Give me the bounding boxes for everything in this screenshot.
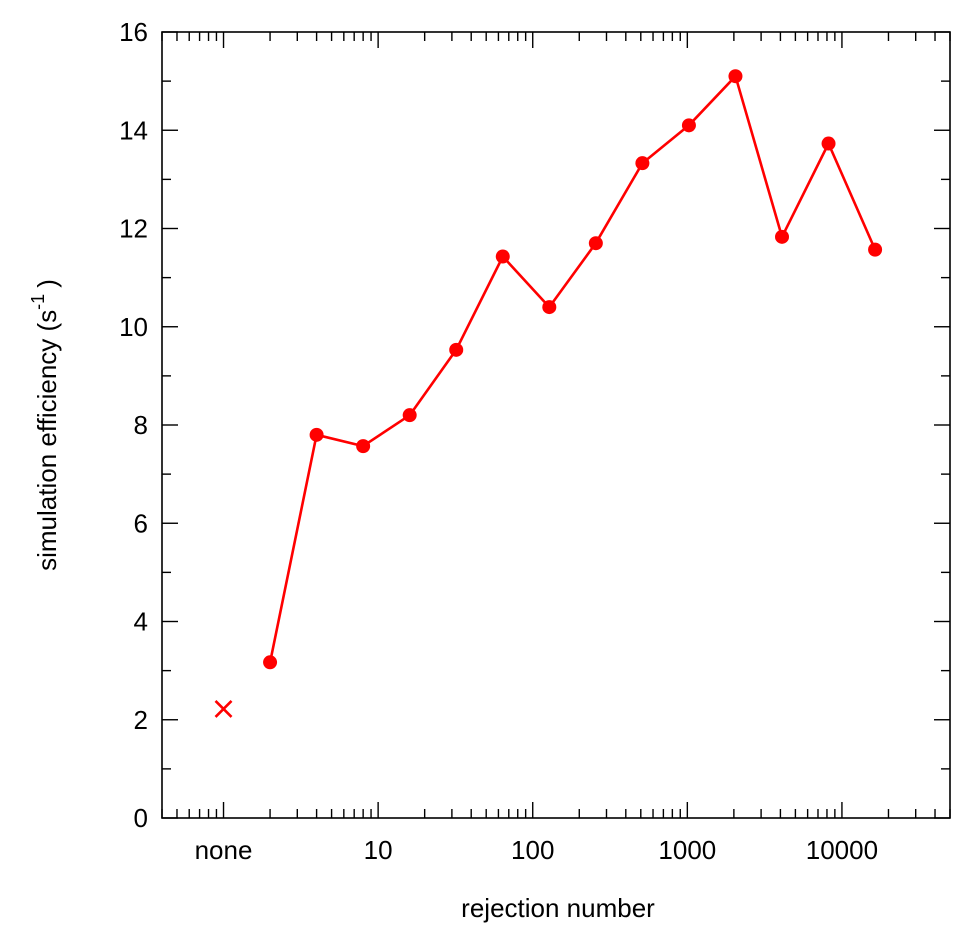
y-tick-label: 8 <box>134 410 148 440</box>
tick-labels: 0 2 4 6 8 10 12 14 16 none 10 100 1000 10000 <box>119 17 878 865</box>
data-point <box>449 342 464 357</box>
x-tick-label: 10 <box>364 835 393 865</box>
x-tick-label: none <box>195 835 253 865</box>
x-axis-label: rejection number <box>461 893 655 923</box>
y-tick-label: 16 <box>119 17 148 47</box>
data-point <box>402 408 417 423</box>
data-point <box>775 229 790 244</box>
y-axis-label: simulation efficiency (s <box>32 310 62 571</box>
svg-text:simulation efficiency (s-1): simulation efficiency (s-1) <box>28 279 62 571</box>
y-tick-label: 14 <box>119 115 148 145</box>
data-point <box>868 242 883 257</box>
y-tick-label: 12 <box>119 214 148 244</box>
data-point <box>821 136 836 151</box>
y-tick-label: 4 <box>134 607 148 637</box>
series-line <box>268 74 877 663</box>
none-point-cross-b <box>214 700 233 718</box>
y-axis-label-group: simulation efficiency (s-1) <box>28 279 62 571</box>
x-tick-label: 1000 <box>658 835 716 865</box>
y-tick-label: 6 <box>134 508 148 538</box>
data-point <box>588 236 603 251</box>
data-point <box>728 69 743 84</box>
data-point <box>263 655 278 670</box>
y-tick-label: 2 <box>134 705 148 735</box>
data-point <box>356 439 371 454</box>
y-axis-label-sup: -1 <box>28 294 48 310</box>
y-axis-label-close: ) <box>32 279 62 288</box>
x-tick-label: 10000 <box>806 835 878 865</box>
y-tick-label: 0 <box>134 803 148 833</box>
data-point <box>635 156 650 171</box>
axis-ticks <box>161 31 951 819</box>
data-point <box>542 300 557 315</box>
x-tick-label: 100 <box>511 835 554 865</box>
data-point <box>495 249 510 264</box>
series-layer <box>214 69 883 718</box>
y-tick-label: 10 <box>119 312 148 342</box>
data-point <box>309 427 324 442</box>
data-point <box>681 118 696 133</box>
